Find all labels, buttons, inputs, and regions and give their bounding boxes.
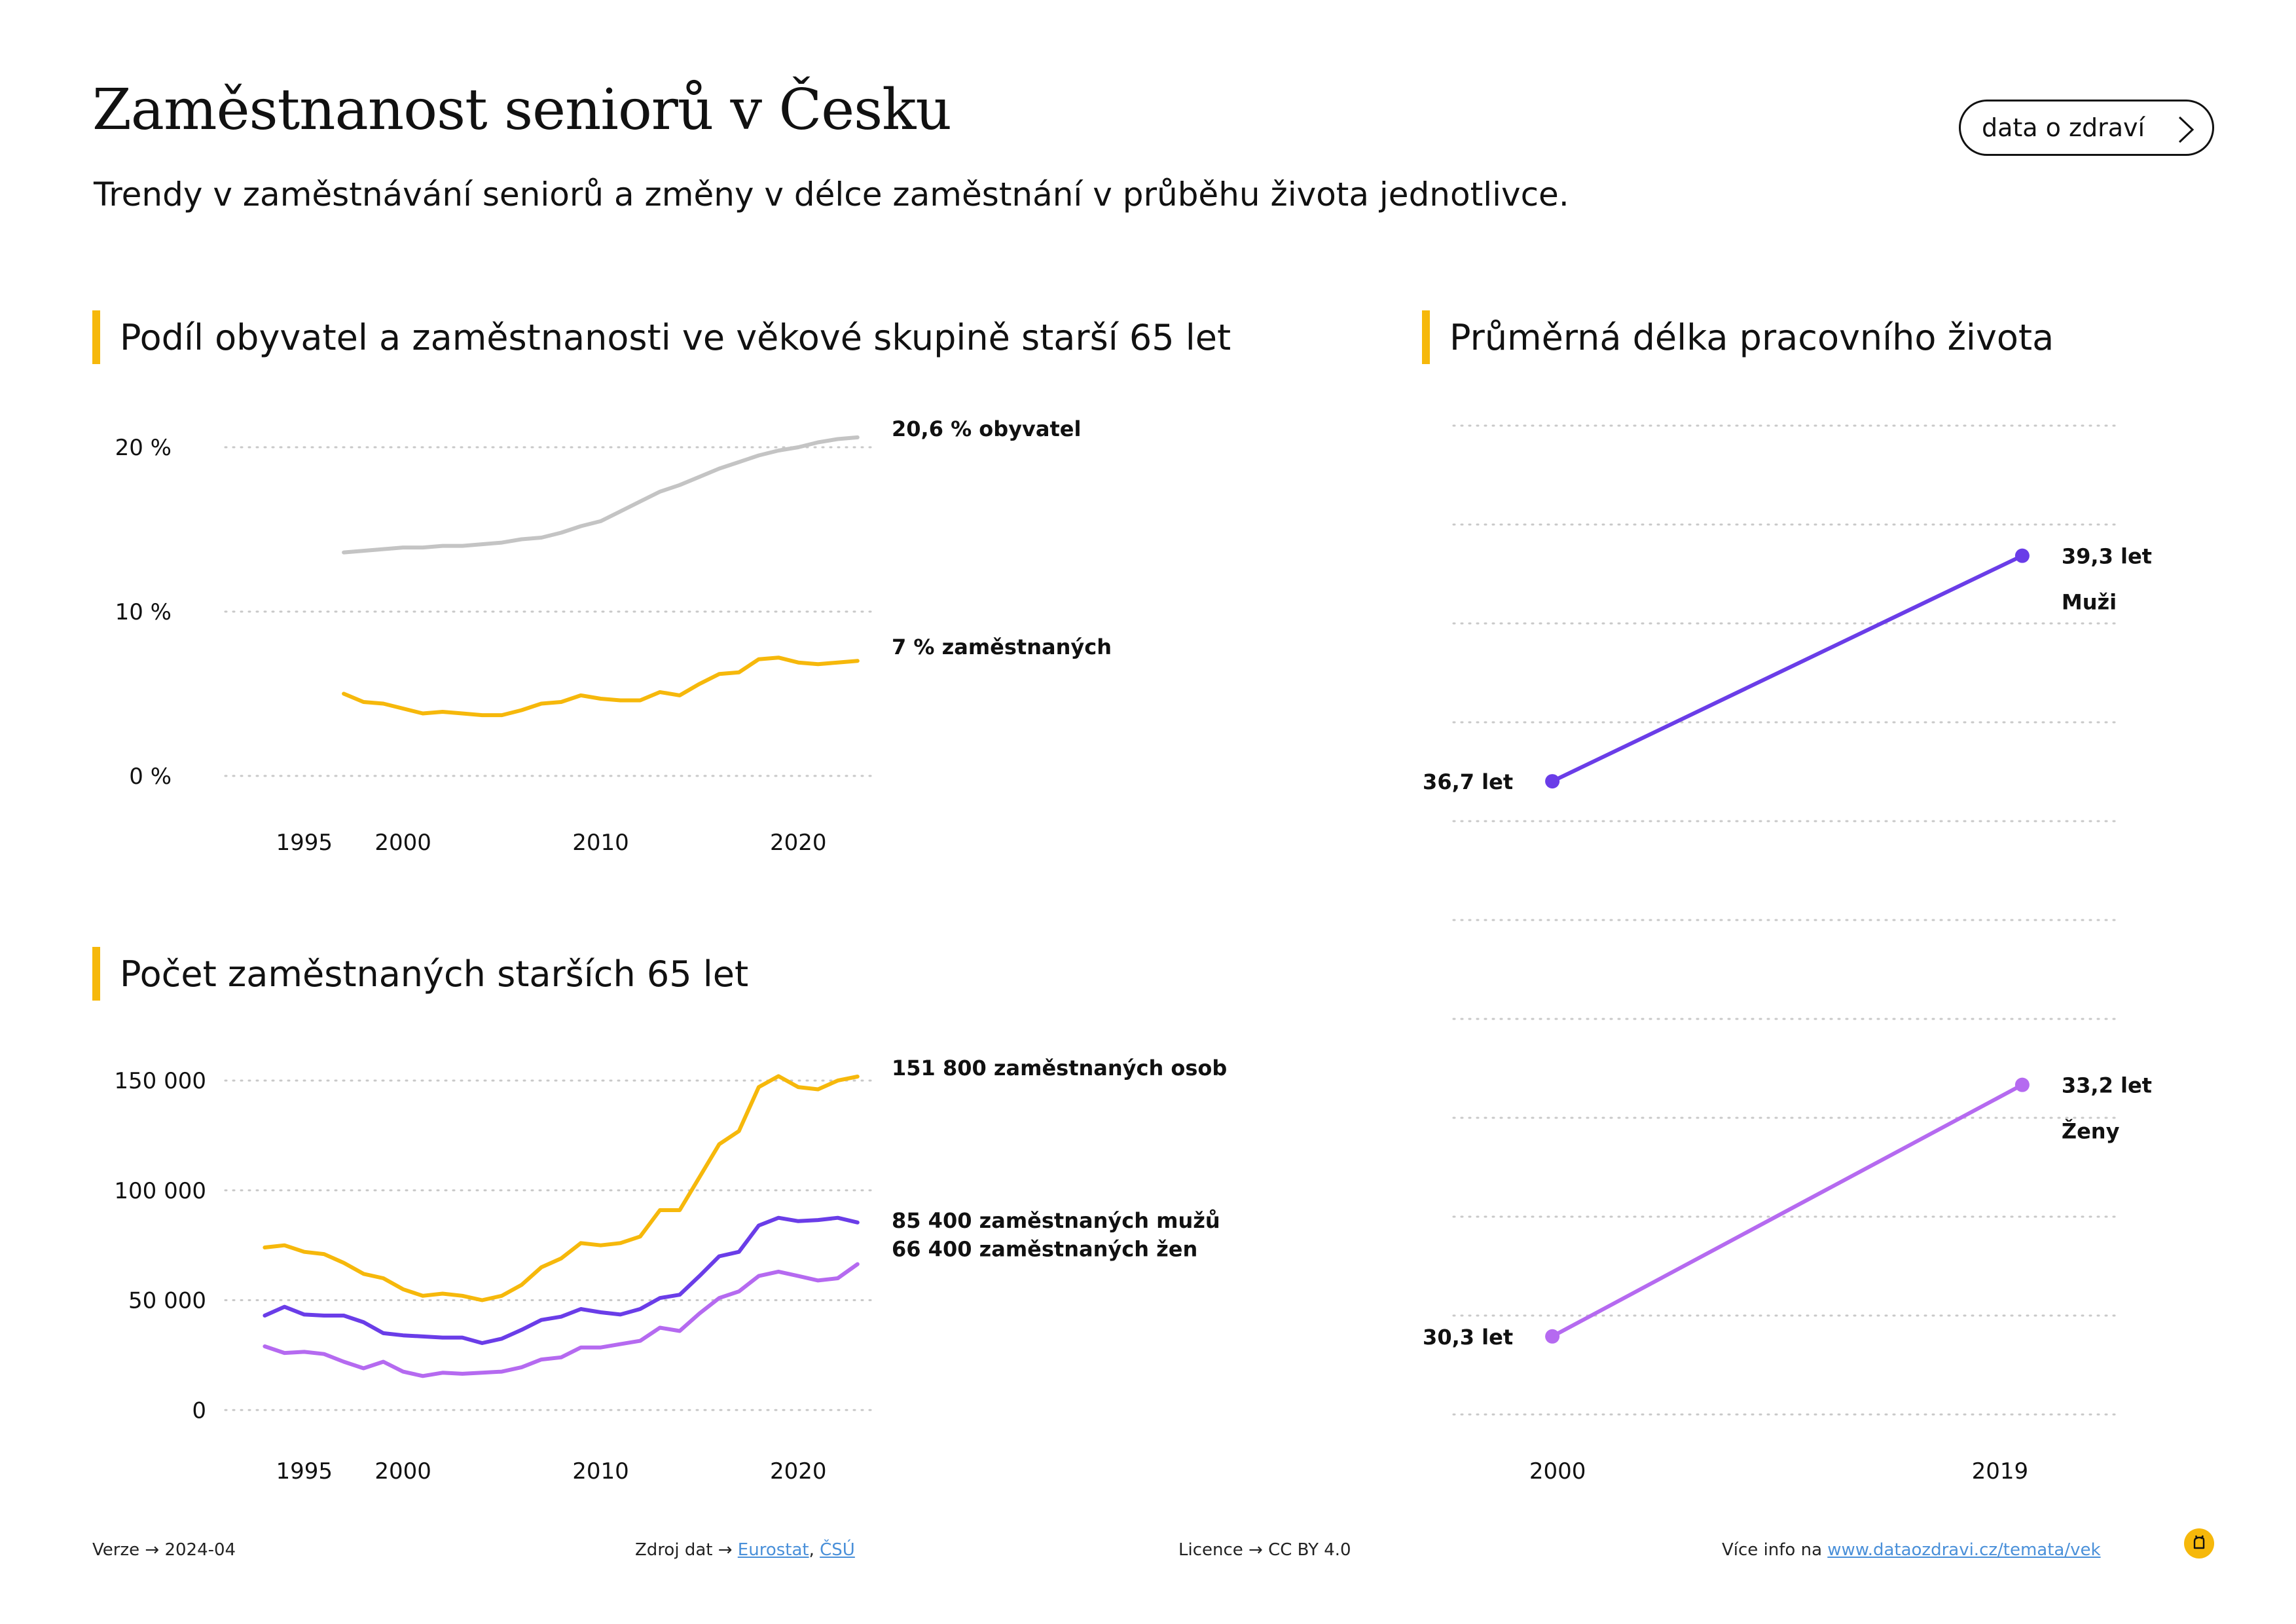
- logo-icon: [2184, 1528, 2214, 1559]
- series-line-0: [342, 435, 860, 555]
- section-accent-bar: [92, 310, 100, 364]
- data-point: [2014, 548, 2030, 563]
- arrow-icon: →: [1248, 1540, 1263, 1560]
- y-tick-label: 20 %: [115, 435, 172, 461]
- x-tick-label: 2000: [1529, 1458, 1586, 1485]
- series-name-label: Ženy: [2062, 1119, 2120, 1144]
- footer-info: Více info na www.dataozdravi.cz/temata/v…: [1722, 1540, 2101, 1560]
- series-line-ženy: [1550, 1082, 2024, 1338]
- arrow-icon: →: [145, 1540, 160, 1560]
- x-tick-label: 2000: [374, 830, 431, 856]
- info-label: Více info na: [1722, 1540, 1823, 1560]
- series-name-label: Muži: [2062, 590, 2117, 615]
- series-end-label: 85 400 zaměstnaných mužů: [892, 1208, 1220, 1233]
- chart2-title: Počet zaměstnaných starších 65 let: [120, 953, 749, 995]
- data-label: 39,3 let: [2062, 544, 2152, 569]
- csu-link[interactable]: ČSÚ: [820, 1540, 855, 1560]
- x-tick-label: 2020: [770, 830, 827, 856]
- page-subtitle: Trendy v zaměstnávání seniorů a změny v …: [94, 175, 1569, 213]
- series-end-label: 20,6 % obyvatel: [892, 416, 1081, 441]
- data-point: [1545, 774, 1560, 789]
- arrow-icon: →: [718, 1540, 733, 1560]
- chevron-right-icon: [2178, 116, 2195, 143]
- section-accent-bar: [1422, 310, 1430, 364]
- source-label: Zdroj dat: [635, 1540, 713, 1560]
- license-value: CC BY 4.0: [1268, 1540, 1351, 1560]
- x-tick-label: 2020: [770, 1458, 827, 1485]
- data-point: [1545, 1329, 1560, 1344]
- section-accent-bar: [92, 947, 100, 1001]
- series-line-1: [342, 655, 860, 718]
- series-line-1: [263, 1215, 860, 1345]
- data-label: 36,7 let: [1423, 769, 1513, 794]
- y-tick-label: 0 %: [129, 764, 172, 790]
- x-tick-label: 1995: [276, 830, 333, 856]
- chart3-title: Průměrná délka pracovního života: [1449, 317, 2054, 358]
- data-o-zdravi-button[interactable]: data o zdraví: [1959, 100, 2214, 156]
- version-label: Verze: [92, 1540, 140, 1560]
- x-tick-label: 2010: [572, 1458, 629, 1485]
- data-label: 30,3 let: [1423, 1325, 1513, 1350]
- license-label: Licence: [1178, 1540, 1243, 1560]
- x-tick-label: 2010: [572, 830, 629, 856]
- footer-license: Licence → CC BY 4.0: [1178, 1540, 1351, 1560]
- chart1-title: Podíl obyvatel a zaměstnanosti ve věkové…: [120, 317, 1231, 358]
- series-end-label: 66 400 zaměstnaných žen: [892, 1237, 1197, 1262]
- series-line-2: [263, 1262, 860, 1378]
- eurostat-link[interactable]: Eurostat: [737, 1540, 809, 1560]
- page-title: Zaměstnanost seniorů v Česku: [92, 77, 952, 143]
- info-link[interactable]: www.dataozdravi.cz/temata/vek: [1827, 1540, 2101, 1560]
- source-separator: ,: [809, 1540, 814, 1560]
- series-line-0: [263, 1074, 860, 1302]
- x-tick-label: 1995: [276, 1458, 333, 1485]
- data-point: [2014, 1077, 2030, 1092]
- y-tick-label: 150 000: [114, 1068, 206, 1094]
- version-value: 2024-04: [164, 1540, 236, 1560]
- y-tick-label: 0: [192, 1397, 206, 1424]
- y-tick-label: 50 000: [128, 1288, 206, 1314]
- series-end-label: 7 % zaměstnaných: [892, 635, 1112, 659]
- series-line-muži: [1550, 553, 2024, 784]
- footer-version: Verze → 2024-04: [92, 1540, 236, 1560]
- y-tick-label: 100 000: [114, 1178, 206, 1204]
- series-end-label: 151 800 zaměstnaných osob: [892, 1056, 1227, 1080]
- x-tick-label: 2000: [374, 1458, 431, 1485]
- data-o-zdravi-label: data o zdraví: [1982, 113, 2145, 142]
- x-tick-label: 2019: [1972, 1458, 2029, 1485]
- y-tick-label: 10 %: [115, 599, 172, 625]
- data-label: 33,2 let: [2062, 1073, 2152, 1098]
- footer-source: Zdroj dat → Eurostat, ČSÚ: [635, 1540, 855, 1560]
